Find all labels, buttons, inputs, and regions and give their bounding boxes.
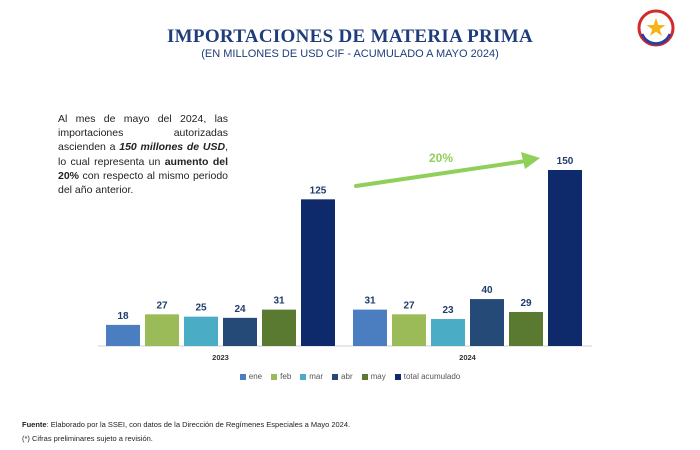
legend-swatch	[300, 373, 307, 380]
summary-note: Al mes de mayo del 2024, las importacion…	[58, 112, 228, 197]
legend-swatch	[271, 373, 278, 380]
note-text-3: con respecto al mismo periodo del año an…	[58, 169, 228, 197]
data-label: 18	[117, 311, 129, 322]
legend-item-abr: abr	[332, 372, 353, 381]
bar-2023-mar	[184, 316, 218, 346]
bar-2023-abr	[223, 317, 257, 346]
bar-2023-total-acumulado	[301, 199, 335, 346]
note-text-1: Al mes de mayo del 2024, las importacion…	[58, 113, 228, 154]
note-text-2: , lo cual representa un	[58, 141, 229, 168]
legend-item-ene: ene	[239, 372, 263, 381]
group-label-2024: 2024	[459, 353, 477, 362]
bar-2023-may	[262, 309, 296, 346]
bar-2024-total-acumulado	[548, 170, 582, 346]
chart-title: IMPORTACIONES DE MATERIA PRIMA	[166, 26, 533, 47]
legend-label: feb	[280, 372, 292, 381]
legend-label: may	[370, 372, 386, 381]
legend-item-total-acumulado: total acumulado	[394, 372, 461, 381]
data-label: 23	[442, 305, 454, 316]
legend-swatch	[332, 373, 339, 380]
growth-arrow-line	[354, 159, 528, 188]
data-label: 27	[403, 300, 415, 311]
legend-swatch	[239, 373, 246, 380]
source-note: Fuente: Elaborado por la SSEI, con datos…	[22, 420, 350, 429]
growth-arrow-head	[521, 152, 540, 169]
legend-label: abr	[341, 372, 353, 381]
chart-subtitle: (EN MILLONES DE USD CIF - ACUMULADO A MA…	[201, 48, 499, 60]
data-label: 29	[520, 298, 532, 309]
legend-label: total acumulado	[403, 372, 461, 381]
bar-2024-may	[509, 311, 543, 346]
data-label: 40	[481, 285, 493, 296]
data-label: 125	[310, 185, 327, 196]
legend-swatch	[361, 373, 368, 380]
bar-2024-feb	[392, 314, 426, 346]
legend-label: mar	[309, 372, 324, 381]
data-label: 25	[195, 303, 207, 314]
group-label-2023: 2023	[212, 353, 229, 362]
source-label: Fuente	[22, 420, 47, 429]
data-label: 31	[364, 296, 376, 307]
growth-annotation-label: 20%	[429, 151, 453, 165]
legend-item-feb: feb	[271, 372, 291, 381]
legend-item-mar: mar	[300, 372, 323, 381]
note-highlight-increase: aumento del 20%	[58, 155, 228, 182]
data-label: 150	[557, 156, 574, 167]
bar-2023-feb	[145, 314, 179, 346]
preliminary-note: (*) Cifras preliminares sujeto a revisió…	[22, 434, 153, 443]
data-label: 24	[234, 304, 246, 315]
bar-chart: 18 27 25 24 31 125 2023 31 27 23 40 29 150 2024 20%	[98, 151, 592, 362]
data-label: 31	[273, 296, 285, 307]
note-highlight-amount: 150 millones de USD	[119, 141, 226, 154]
legend-label: ene	[248, 372, 263, 381]
bar-2023-ene	[106, 324, 140, 346]
legend-swatch	[394, 373, 401, 380]
source-text: : Elaborado por la SSEI, con datos de la…	[46, 420, 351, 429]
bar-2024-ene	[353, 309, 387, 346]
bar-2024-mar	[431, 319, 465, 346]
data-label: 27	[156, 300, 168, 311]
paraguay-seal-icon	[637, 9, 675, 47]
legend-item-may: may	[361, 372, 386, 381]
chart-legend: ene feb mar abr may total acumulado	[0, 372, 700, 381]
bar-2024-abr	[470, 299, 504, 346]
